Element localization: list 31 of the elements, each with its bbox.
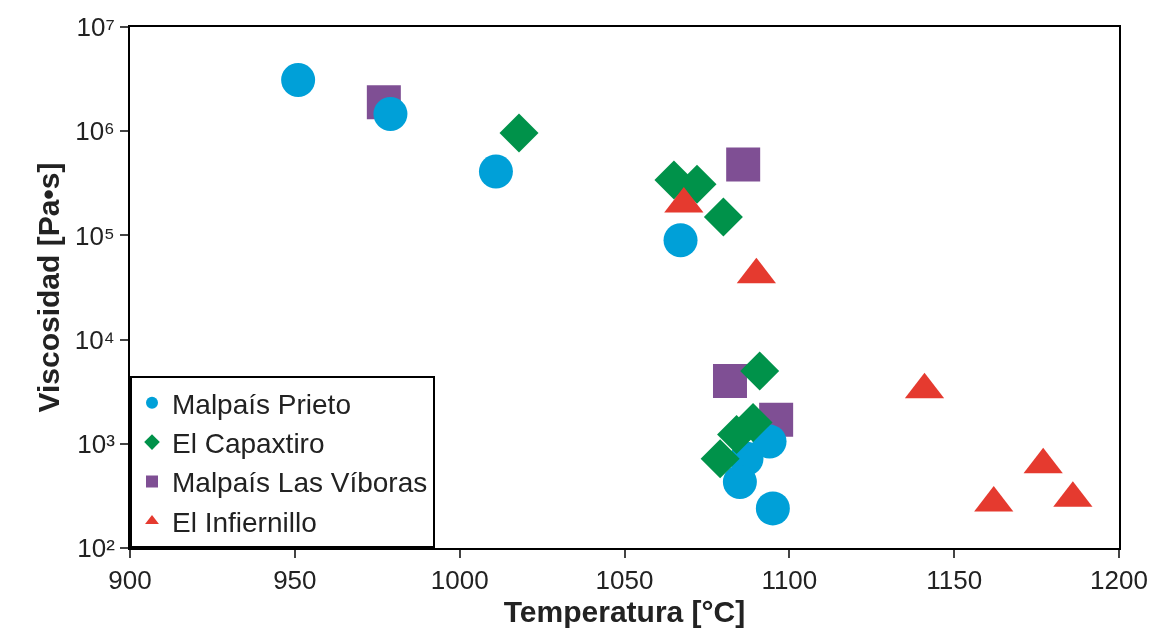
legend-label: Malpaís Las Víboras xyxy=(172,467,428,499)
point xyxy=(722,464,757,499)
point xyxy=(373,97,408,132)
x-tick-label: 1100 xyxy=(761,565,818,596)
x-tick-label: 950 xyxy=(273,565,317,596)
point xyxy=(726,147,761,182)
point xyxy=(740,351,780,391)
point xyxy=(703,197,743,237)
point xyxy=(499,113,539,153)
x-axis-title: Temperatura [°C] xyxy=(503,595,746,629)
x-tick-label: 1150 xyxy=(926,565,983,596)
point xyxy=(755,491,790,526)
x-tick-label: 1050 xyxy=(595,565,654,596)
y-tick-label: 10³ xyxy=(77,428,116,459)
legend-label: Malpaís Prieto xyxy=(172,388,351,420)
y-axis-title: Viscosidad [Pa•s] xyxy=(32,162,66,413)
point xyxy=(663,223,698,258)
x-tick-label: 1200 xyxy=(1090,565,1148,596)
point xyxy=(281,63,316,97)
point xyxy=(478,154,513,189)
x-tick-label: 1000 xyxy=(430,565,489,596)
legend-label: El Infiernillo xyxy=(172,506,317,538)
y-tick-label: 10² xyxy=(77,533,116,564)
x-tick-label: 900 xyxy=(108,565,152,596)
y-tick-label: 10⁵ xyxy=(75,220,115,251)
point xyxy=(700,439,740,479)
y-tick-label: 10⁴ xyxy=(74,324,115,355)
legend-label: El Capaxtiro xyxy=(172,428,325,460)
point xyxy=(712,364,747,399)
y-tick-label: 10⁶ xyxy=(75,116,115,147)
y-tick-label: 10⁷ xyxy=(76,12,115,43)
